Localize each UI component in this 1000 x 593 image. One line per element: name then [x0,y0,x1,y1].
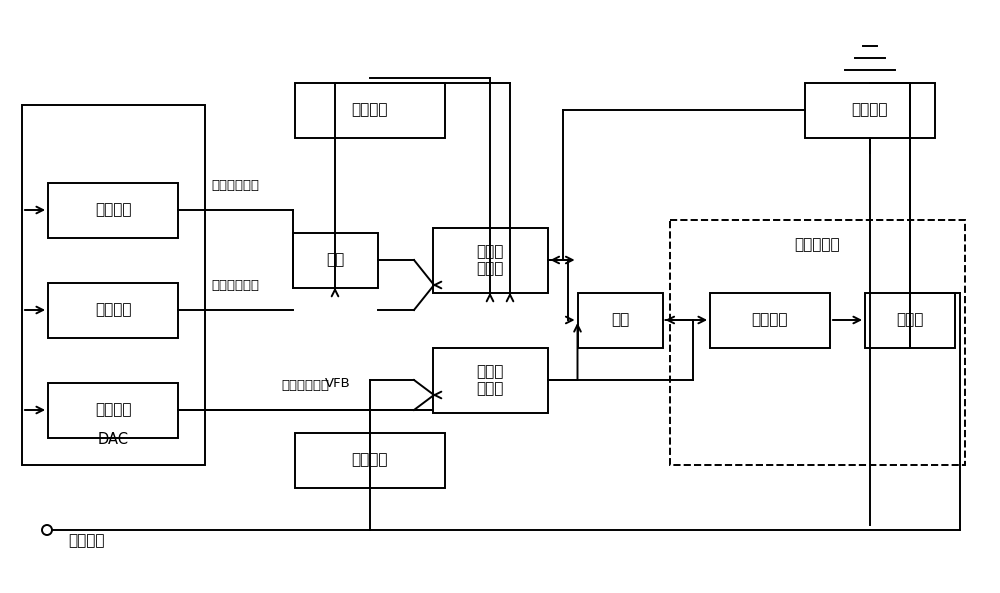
Text: DAC: DAC [98,432,129,447]
Text: 电压控
制环路: 电压控 制环路 [476,364,504,396]
Bar [432,347,548,413]
Text: 主控单元: 主控单元 [352,103,388,117]
Bar [22,105,205,465]
Text: 驱动电路: 驱动电路 [752,313,788,327]
Text: 恒流参考基准: 恒流参考基准 [211,179,259,192]
Bar [48,382,178,438]
Bar [578,292,662,347]
Text: 电压采样: 电压采样 [352,452,388,467]
Text: 输入电压: 输入电压 [68,533,104,548]
Text: 恒阻参考基准: 恒阻参考基准 [211,279,259,292]
Bar [710,292,830,347]
Bar [292,232,378,288]
Bar [48,183,178,238]
Bar [295,82,445,138]
Text: 第三通道: 第三通道 [95,403,131,417]
Text: VFB: VFB [325,377,351,390]
Text: 晶体管: 晶体管 [896,313,924,327]
Text: 第一通道: 第一通道 [95,302,131,317]
Bar [865,292,955,347]
Bar [670,220,965,465]
Bar [48,282,178,337]
Text: 电流控
制环路: 电流控 制环路 [476,244,504,276]
Bar [295,432,445,487]
Text: 第二通道: 第二通道 [95,202,131,218]
Text: 恒压参考基准: 恒压参考基准 [281,379,329,392]
Text: 开关: 开关 [326,253,344,267]
Text: 晶体管电路: 晶体管电路 [795,238,840,253]
Text: 电流采样: 电流采样 [852,103,888,117]
Bar [432,228,548,292]
Bar [805,82,935,138]
Text: 开关: 开关 [611,313,629,327]
